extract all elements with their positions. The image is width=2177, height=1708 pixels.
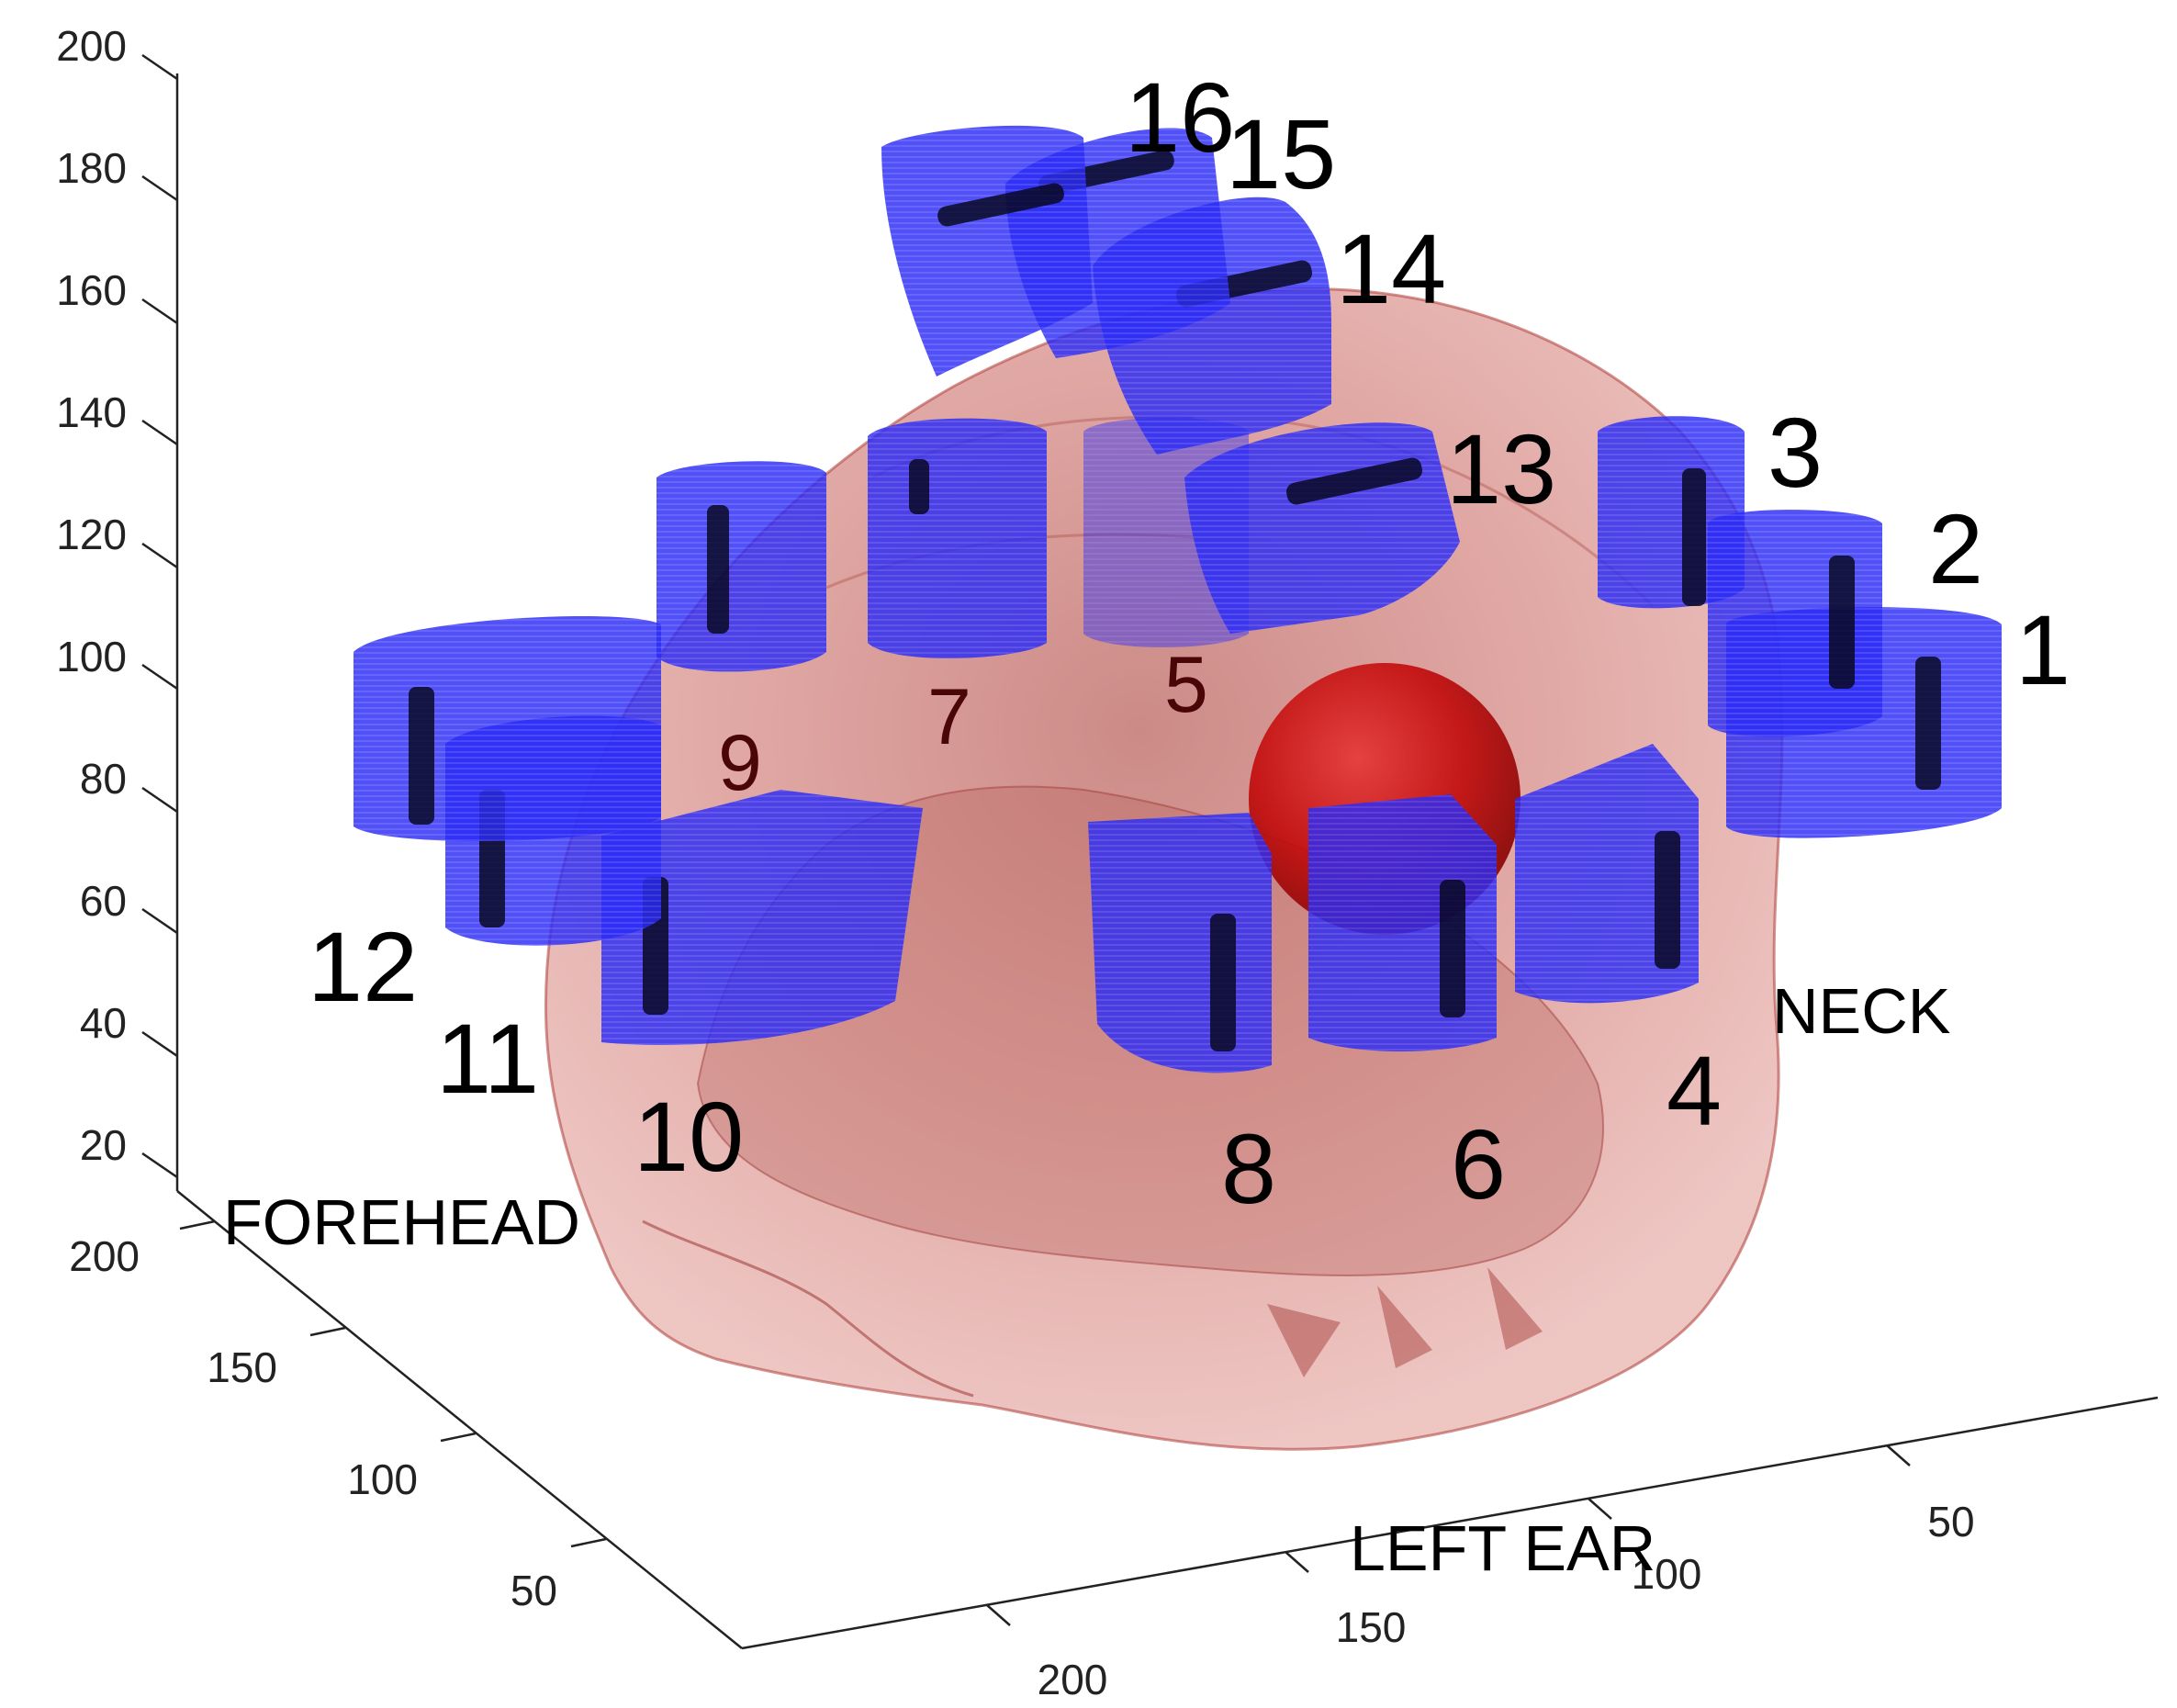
z-tick-label: 80 xyxy=(80,755,127,803)
x-tick-label: 100 xyxy=(1632,1550,1702,1598)
z-tick-mark xyxy=(141,663,178,691)
y-tick-mark xyxy=(309,1326,346,1337)
y-tick-mark xyxy=(179,1219,216,1230)
electrode-label-15: 15 xyxy=(1226,98,1336,209)
x-axis-ticks xyxy=(986,1444,1911,1626)
electrode-body xyxy=(1515,744,1699,1004)
z-tick-mark xyxy=(141,53,178,81)
y-tick-mark xyxy=(570,1537,607,1548)
electrode-slot xyxy=(1655,831,1680,969)
electrode-label-6: 6 xyxy=(1451,1108,1506,1219)
z-tick-mark xyxy=(141,419,178,446)
z-tick-label: 180 xyxy=(56,144,127,192)
electrode-label-12: 12 xyxy=(308,911,418,1022)
electrode-body xyxy=(601,790,923,1045)
electrode-slot xyxy=(1210,914,1236,1051)
electrode-13 xyxy=(1184,422,1460,634)
skull-detail xyxy=(1267,1267,1543,1377)
electrode-label-3: 3 xyxy=(1767,397,1823,508)
y-axis-ticks xyxy=(179,1219,607,1548)
electrode-label-8: 8 xyxy=(1221,1113,1276,1224)
electrode-label-1: 1 xyxy=(2015,594,2070,705)
y-tick-label: 50 xyxy=(511,1567,557,1614)
axes-frame xyxy=(175,73,2159,1650)
electrode-slot xyxy=(1829,556,1855,689)
electrode-body xyxy=(1308,794,1497,1051)
z-tick-label: 100 xyxy=(56,633,127,680)
left-ear-label: LEFT EAR xyxy=(1350,1512,1655,1584)
electrode-label-2: 2 xyxy=(1928,493,1983,604)
z-tick-mark xyxy=(141,174,178,202)
electrode-label-14: 14 xyxy=(1336,213,1446,324)
y-tick-label: 150 xyxy=(207,1343,277,1391)
electrode-slot xyxy=(1682,468,1706,606)
z-tick-label: 60 xyxy=(80,877,127,925)
y-tick-label: 200 xyxy=(69,1232,140,1280)
x-tick-mark xyxy=(1588,1498,1612,1520)
z-tick-mark xyxy=(141,1030,178,1058)
electrode-label-5: 5 xyxy=(1164,641,1208,729)
z-tick-mark xyxy=(141,1152,178,1179)
z-tick-mark xyxy=(141,298,178,325)
x-axis-tick-labels: 50 100 150 200 xyxy=(1038,1498,1975,1703)
z-tick-label: 140 xyxy=(56,388,127,436)
electrode-9 xyxy=(656,461,826,672)
y-axis-tick-labels: 50 100 150 200 xyxy=(69,1232,557,1614)
electrode-slot xyxy=(1286,457,1422,505)
skull-jaw-contour xyxy=(642,1219,974,1398)
electrode-16 xyxy=(881,125,1093,377)
z-tick-mark xyxy=(141,542,178,569)
z-tick-label: 200 xyxy=(56,22,127,70)
electrode-6 xyxy=(1308,794,1497,1051)
electrode-2 xyxy=(1708,510,1882,737)
electrode-labels: 1 2 3 4 5 6 7 8 9 10 11 12 13 14 15 16 xyxy=(308,62,2070,1224)
electrode-label-9: 9 xyxy=(718,719,762,807)
electrodes xyxy=(353,125,2002,1073)
electrode-slot xyxy=(707,505,729,634)
z-axis-ticks xyxy=(141,53,178,1179)
z-tick-label: 20 xyxy=(80,1121,127,1169)
electrode-slot xyxy=(1915,657,1941,790)
electrode-label-4: 4 xyxy=(1666,1035,1722,1146)
electrode-12 xyxy=(353,616,661,842)
electrode-3 xyxy=(1598,416,1745,609)
y-tick-label: 100 xyxy=(347,1455,418,1503)
electrode-slot xyxy=(1440,880,1465,1017)
electrode-slot xyxy=(909,459,929,514)
z-tick-label: 160 xyxy=(56,266,127,314)
electrode-label-11: 11 xyxy=(436,1003,539,1114)
electrode-label-10: 10 xyxy=(634,1081,744,1192)
electrode-4 xyxy=(1515,744,1699,1004)
z-tick-mark xyxy=(141,786,178,814)
electrode-slot xyxy=(937,183,1064,227)
x-axis-line xyxy=(741,1396,2159,1650)
electrode-label-7: 7 xyxy=(927,673,971,761)
electrode-slot xyxy=(409,687,434,825)
y-axis-line xyxy=(176,1190,743,1649)
x-tick-label: 150 xyxy=(1336,1603,1407,1651)
electrode-8 xyxy=(1088,813,1272,1073)
electrode-body xyxy=(1598,416,1745,609)
z-tick-mark xyxy=(141,907,178,935)
x-tick-label: 200 xyxy=(1038,1656,1108,1703)
x-tick-mark xyxy=(1886,1444,1911,1466)
electrode-label-16: 16 xyxy=(1125,62,1235,173)
z-axis-tick-labels: 20 40 60 80 100 120 140 160 180 200 xyxy=(56,22,127,1169)
electrode-body xyxy=(353,616,661,842)
z-tick-label: 40 xyxy=(80,999,127,1047)
x-tick-mark xyxy=(986,1604,1011,1626)
electrode-body xyxy=(1088,813,1272,1073)
x-tick-label: 50 xyxy=(1927,1498,1974,1545)
electrode-7 xyxy=(868,418,1047,658)
x-tick-mark xyxy=(1285,1551,1309,1573)
neck-label: NECK xyxy=(1772,975,1950,1047)
y-tick-mark xyxy=(440,1432,477,1443)
electrode-body xyxy=(868,418,1047,658)
forehead-label: FOREHEAD xyxy=(223,1186,580,1258)
z-tick-label: 120 xyxy=(56,511,127,558)
electrode-label-13: 13 xyxy=(1446,413,1556,524)
electrode-body xyxy=(656,461,826,672)
